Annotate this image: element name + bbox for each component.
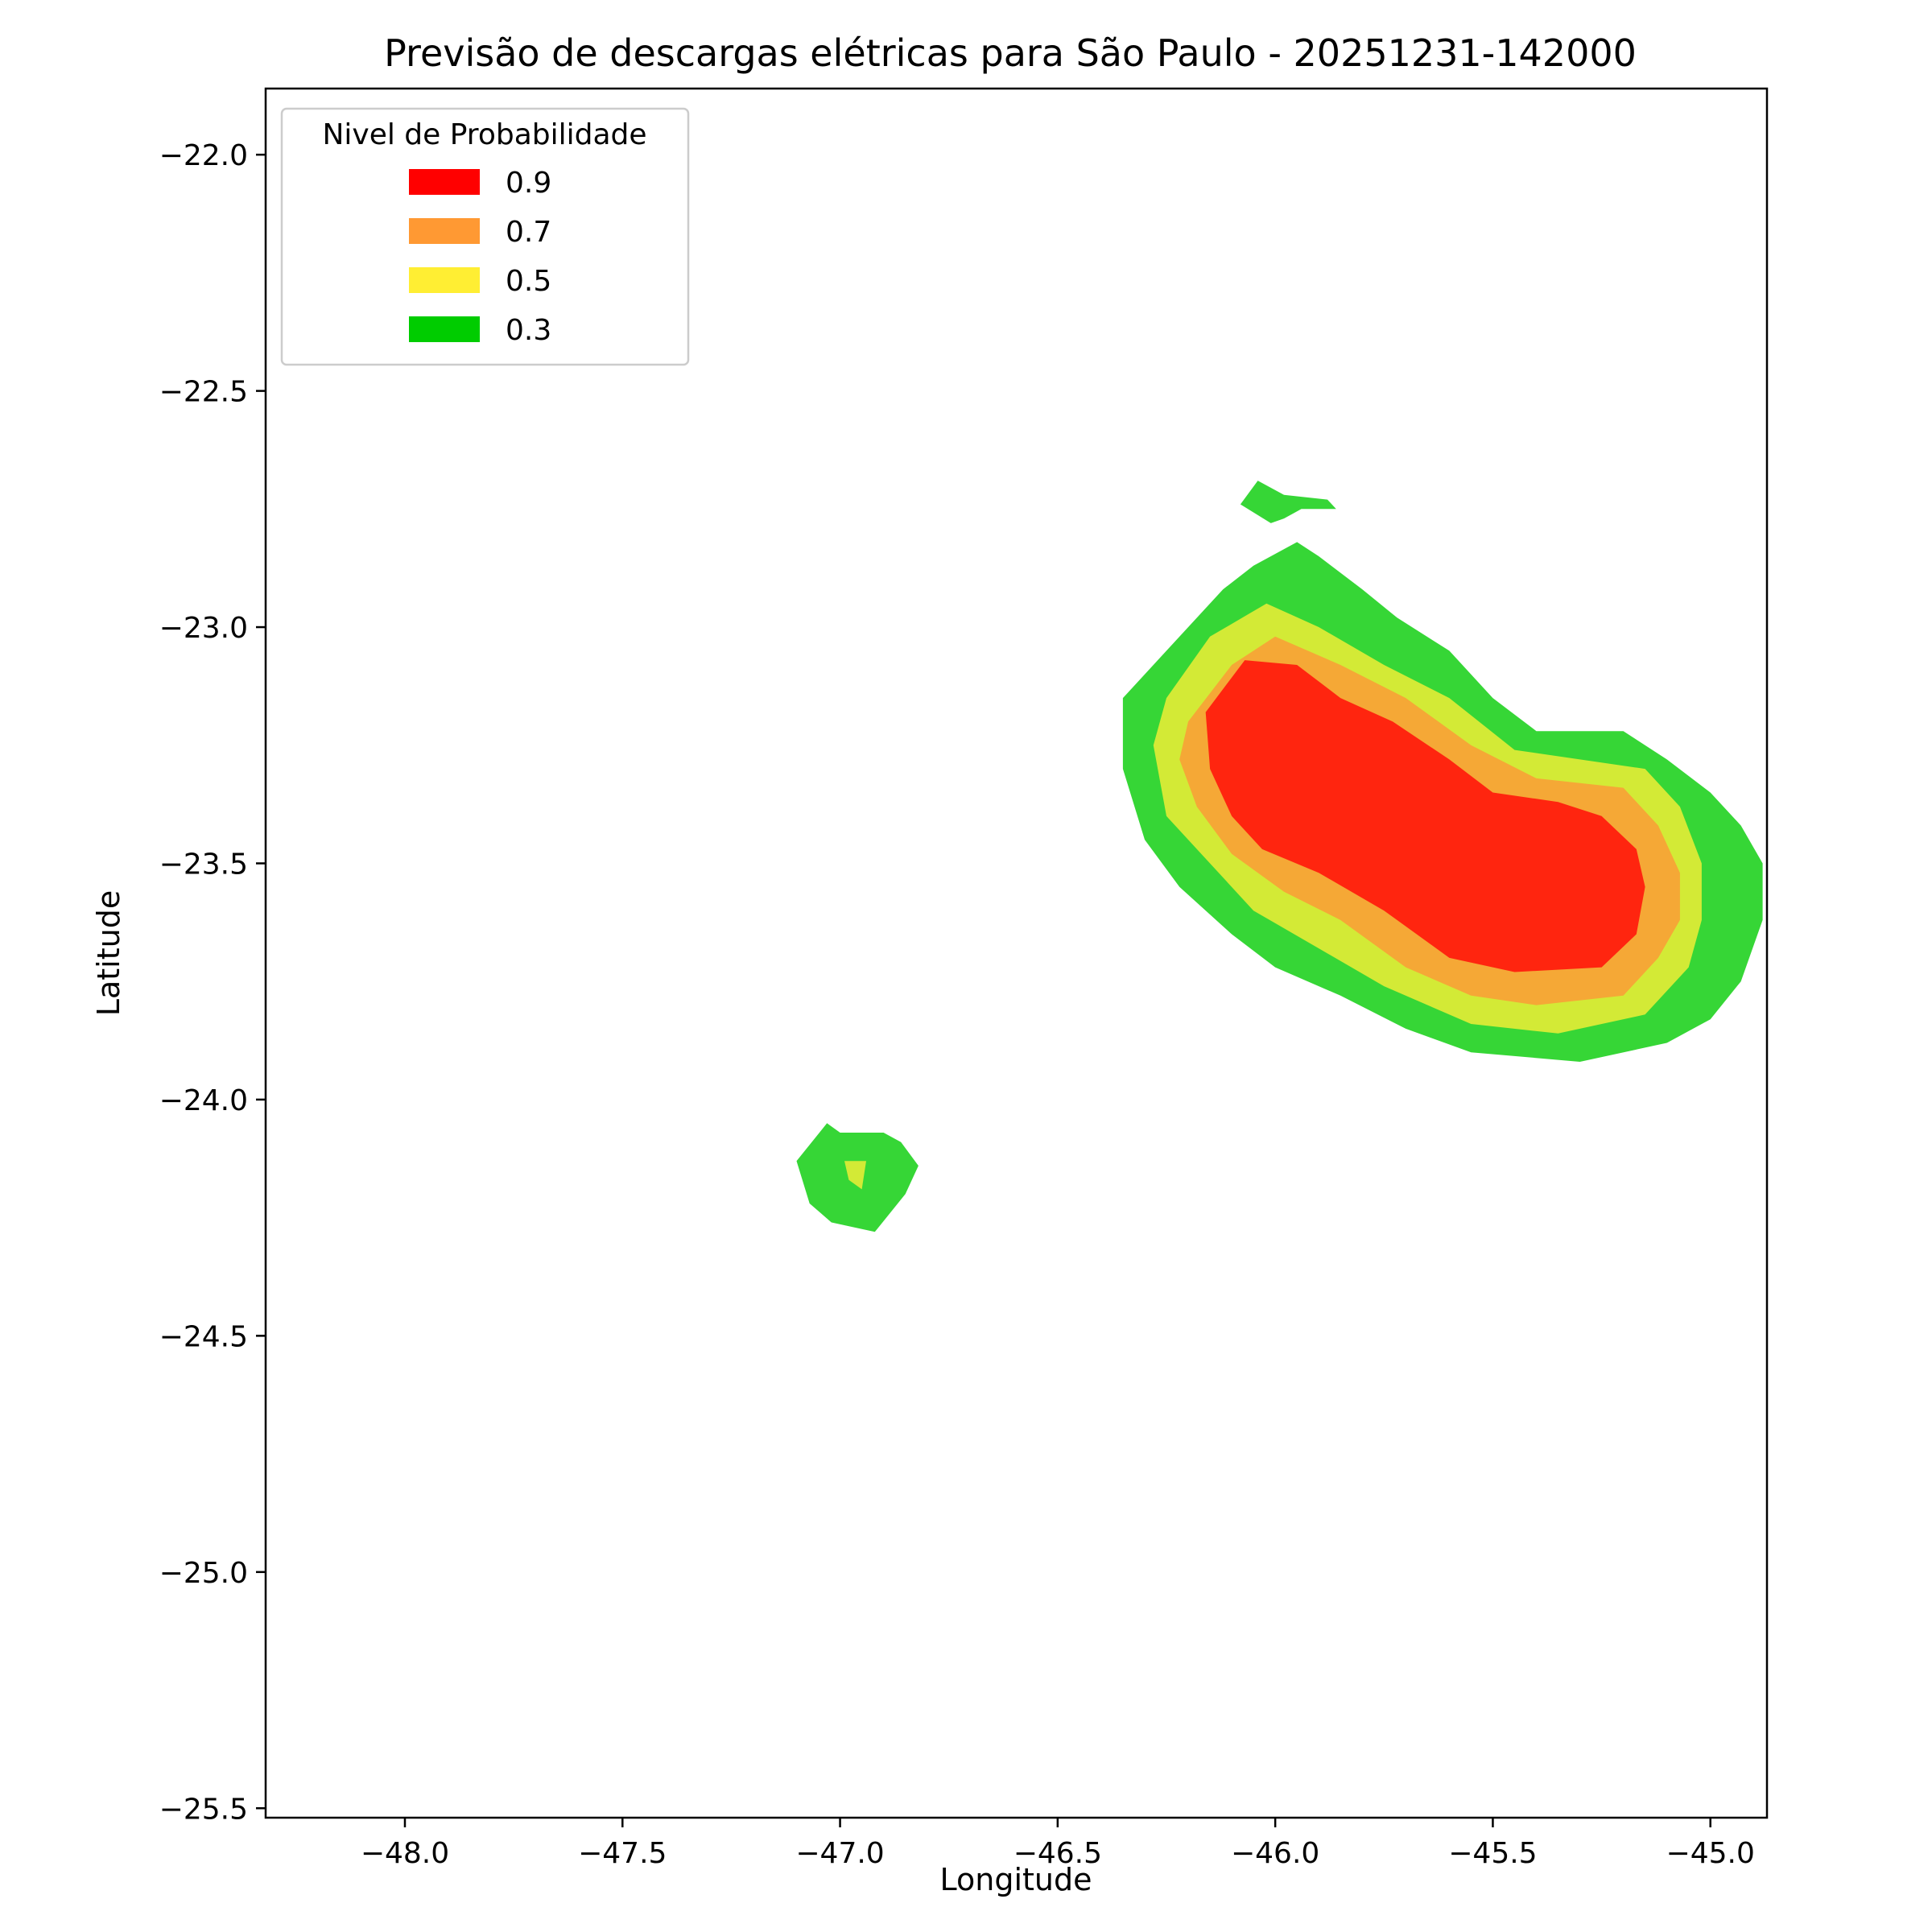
legend-entry-label: 0.9 — [506, 167, 551, 200]
x-tick-label: −46.0 — [1231, 1837, 1319, 1870]
contour-region-03-north-fragment — [1240, 481, 1336, 523]
x-tick-label: −46.5 — [1013, 1837, 1102, 1870]
legend-swatch — [409, 169, 480, 195]
y-tick-label: −22.5 — [159, 376, 248, 409]
legend: Nivel de Probabilidade 0.9 0.7 0.5 0.3 — [280, 107, 690, 366]
legend-swatch — [409, 267, 480, 293]
y-axis-ticks: −22.0 −22.5 −23.0 −23.5 −24.0 −24.5 −25.0 −25.5 — [159, 139, 266, 1826]
legend-swatch — [409, 316, 480, 342]
x-axis-label: Longitude — [940, 1862, 1092, 1897]
x-tick-label: −45.5 — [1448, 1837, 1537, 1870]
y-tick-label: −25.0 — [159, 1557, 248, 1590]
legend-entry-label: 0.3 — [506, 314, 551, 347]
legend-swatch — [409, 218, 480, 244]
contour-region-05-southwest-core — [844, 1161, 866, 1190]
chart-title: Previsão de descargas elétricas para São… — [384, 31, 1637, 75]
x-tick-label: −48.0 — [361, 1837, 449, 1870]
x-tick-label: −47.0 — [795, 1837, 884, 1870]
x-tick-label: −47.5 — [578, 1837, 667, 1870]
contour-regions — [796, 481, 1763, 1232]
legend-box — [280, 107, 690, 366]
y-tick-label: −22.0 — [159, 139, 248, 172]
y-tick-label: −24.0 — [159, 1084, 248, 1117]
legend-entry-label: 0.7 — [506, 216, 551, 249]
legend-entries: 0.9 0.7 0.5 0.3 — [409, 167, 551, 347]
legend-entry-label: 0.5 — [506, 265, 551, 298]
x-axis-ticks: −48.0 −47.5 −47.0 −46.5 −46.0 −45.5 −45.0 — [361, 1818, 1755, 1870]
legend-title: Nivel de Probabilidade — [322, 118, 646, 151]
x-tick-label: −45.0 — [1666, 1837, 1755, 1870]
y-axis-label: Latitude — [91, 890, 126, 1016]
y-tick-label: −24.5 — [159, 1320, 248, 1353]
y-tick-label: −23.5 — [159, 848, 248, 881]
y-tick-label: −25.5 — [159, 1793, 248, 1826]
y-tick-label: −23.0 — [159, 612, 248, 645]
contour-region-09-main-cell — [1205, 660, 1645, 972]
axes-frame — [264, 87, 1769, 1819]
